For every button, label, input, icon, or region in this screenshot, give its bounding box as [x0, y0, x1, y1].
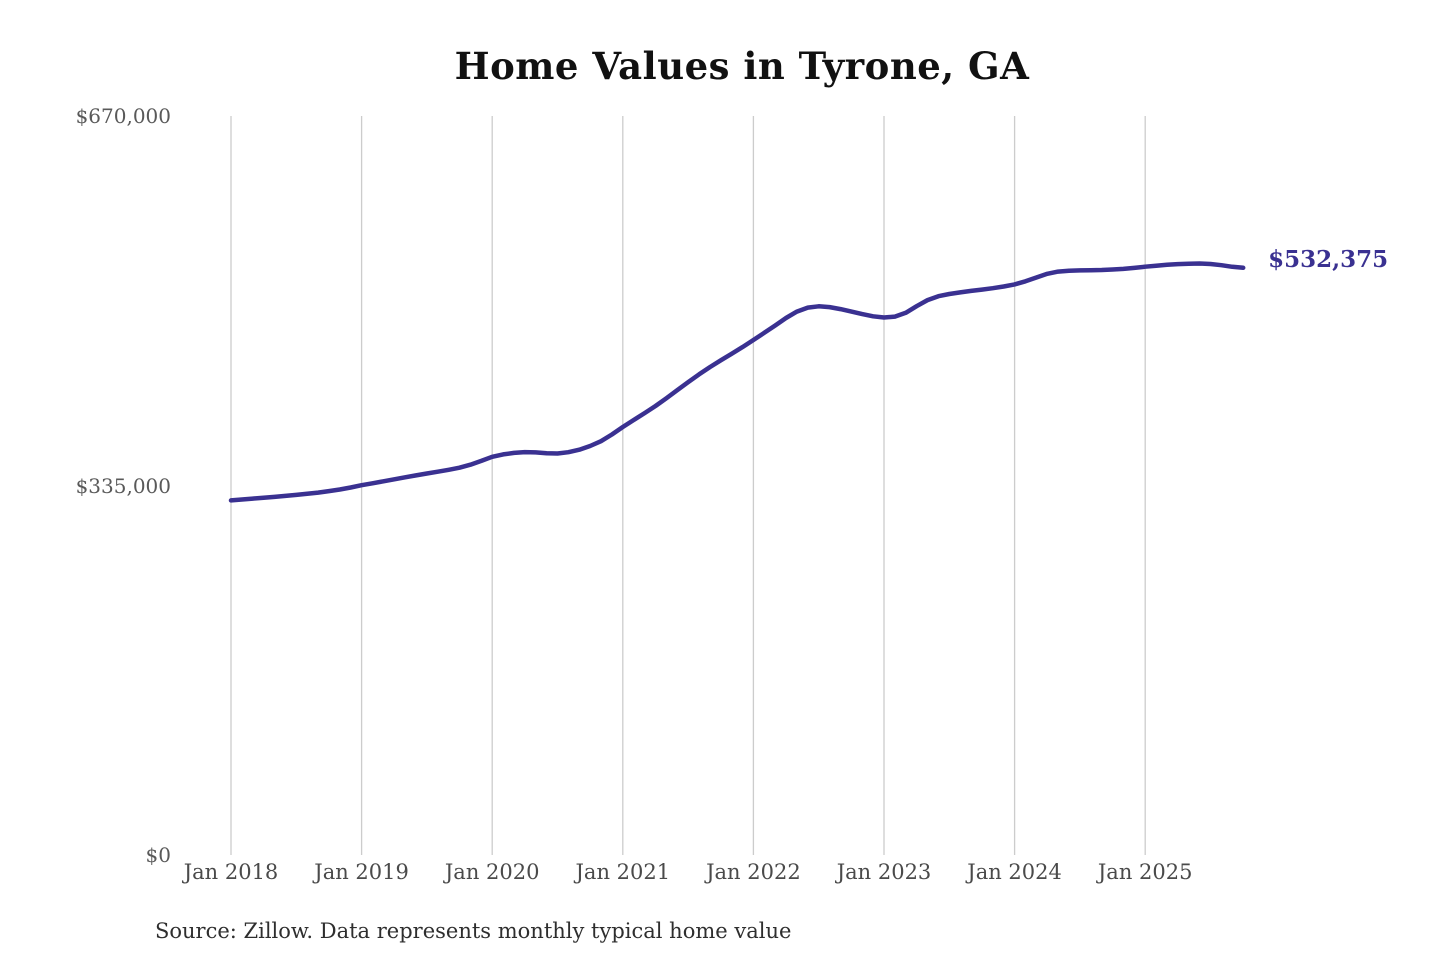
y-tick-335000: $335,000: [75, 473, 171, 498]
latest-value-label: $532,375: [1268, 245, 1389, 273]
x-tick-jan-2020: Jan 2020: [444, 860, 540, 884]
value-line: [228, 261, 1246, 503]
x-tick-jan-2023: Jan 2023: [836, 860, 932, 884]
chart-title: Home Values in Tyrone, GA: [454, 44, 1030, 88]
y-tick-670000: $670,000: [75, 104, 171, 128]
source-note: Source: Zillow. Data represents monthly …: [155, 919, 792, 943]
x-tick-jan-2018: Jan 2018: [183, 860, 279, 884]
x-tick-jan-2021: Jan 2021: [575, 860, 671, 884]
y-tick-0: $0: [145, 843, 171, 867]
x-tick-jan-2022: Jan 2022: [706, 860, 801, 884]
x-tick-jan-2025: Jan 2025: [1097, 860, 1193, 884]
x-tick-jan-2024: Jan 2024: [967, 860, 1062, 884]
x-tick-jan-2019: Jan 2019: [314, 860, 409, 884]
